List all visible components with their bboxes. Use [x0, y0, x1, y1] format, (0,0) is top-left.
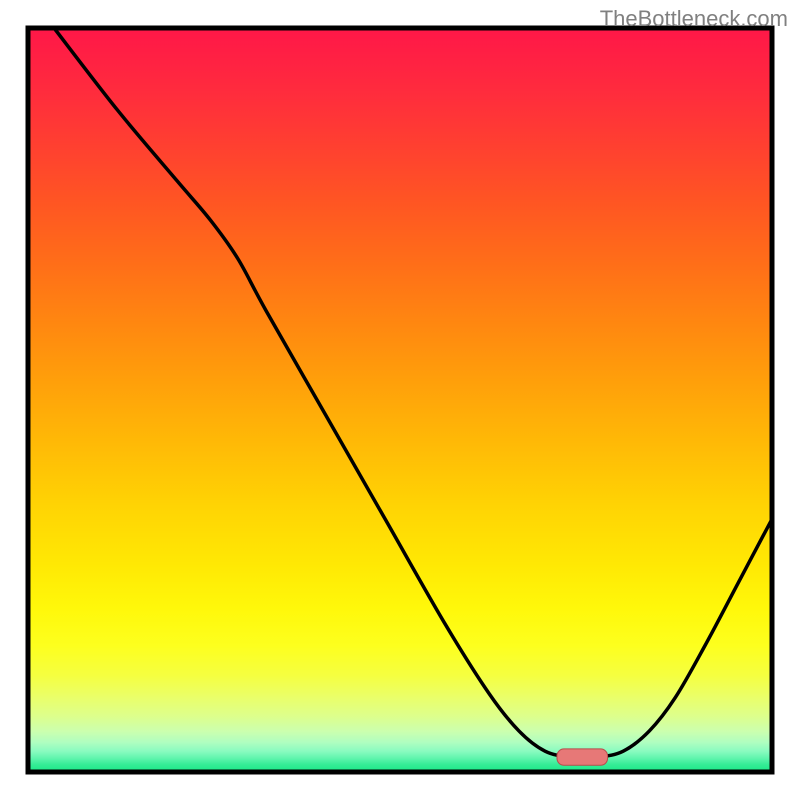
optimal-marker: [557, 749, 608, 765]
bottleneck-chart: [0, 0, 800, 800]
chart-container: TheBottleneck.com: [0, 0, 800, 800]
gradient-background: [28, 28, 772, 772]
watermark-text: TheBottleneck.com: [600, 6, 788, 32]
